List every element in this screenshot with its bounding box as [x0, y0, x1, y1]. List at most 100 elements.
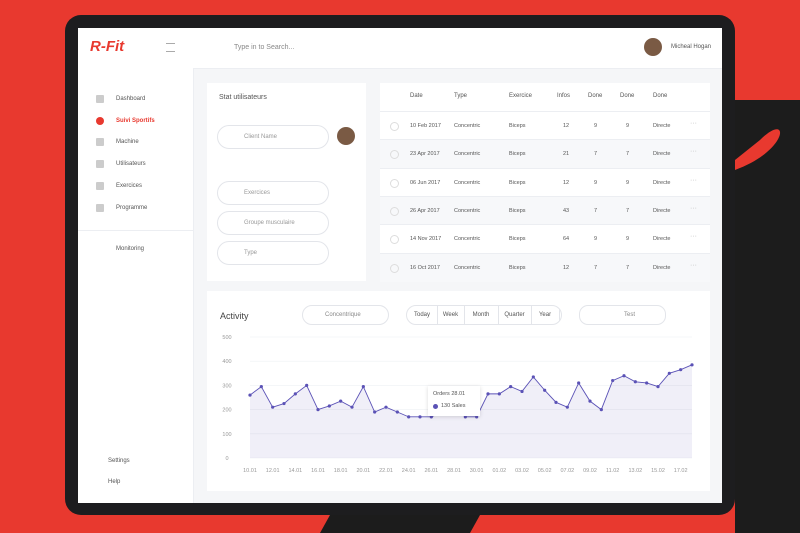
checkbox[interactable] [390, 122, 399, 131]
y-tick-label: 0 [225, 456, 228, 462]
column-header[interactable]: Infos [557, 93, 571, 99]
header [78, 28, 722, 69]
search-input[interactable]: Type in to Search... [234, 44, 295, 51]
client-avatar [337, 127, 355, 145]
table-cell: Concentric [454, 207, 481, 214]
checkbox[interactable] [390, 150, 399, 160]
nav-item[interactable]: Suivi Sportifs [116, 117, 155, 124]
stats-panel: Stat utilisateurs Client Name Exercices G… [207, 83, 366, 281]
point [633, 380, 637, 384]
nav-icon [96, 95, 104, 103]
nav-item[interactable]: Monitoring [116, 246, 145, 252]
table-cell: 64 [563, 236, 570, 243]
table-cell: 9 [626, 179, 630, 186]
user-name[interactable]: Micheal Hogan [671, 44, 712, 50]
table-cell: 26 Apr 2017 [410, 207, 440, 214]
table-row: 26 Apr 2017 Concentric Biceps 43 7 7 Directe ··… [380, 195, 710, 225]
row-menu[interactable]: ··· [690, 233, 697, 241]
table-row: 06 Jun 2017 Concentric Biceps 12 9 9 Directe ··… [380, 167, 710, 197]
table-cell: Biceps [509, 179, 526, 186]
point [271, 405, 275, 409]
column-header[interactable]: Done [653, 93, 668, 99]
y-tick-label: 200 [222, 408, 231, 414]
checkbox[interactable] [390, 263, 399, 273]
table-cell: Directe [653, 151, 671, 158]
dropdown[interactable]: Type [217, 241, 329, 265]
column-header[interactable]: Date [410, 93, 423, 99]
row-menu[interactable]: ··· [690, 176, 697, 184]
point [543, 388, 547, 392]
table-panel: Date Type Exercice Infos Done Done Done 10 Feb … [380, 83, 710, 282]
point [565, 405, 569, 409]
table-cell: 12 [563, 264, 570, 271]
row-menu[interactable]: ··· [690, 204, 697, 212]
point [645, 381, 649, 385]
dropdown-label: Exercices [244, 190, 271, 196]
x-tick-label: 17.02 [674, 468, 688, 474]
point [316, 408, 320, 412]
checkbox[interactable] [390, 235, 399, 245]
nav-icon [96, 160, 104, 169]
table-cell: Biceps [509, 264, 526, 271]
nav-item[interactable]: Machine [116, 139, 139, 146]
column-header[interactable]: Done [588, 93, 603, 99]
x-tick-label: 09.02 [583, 468, 597, 474]
x-tick-label: 26.01 [424, 468, 438, 474]
menu-icon[interactable] [166, 43, 175, 52]
table-cell: Biceps [509, 207, 526, 214]
point [407, 415, 411, 419]
nav-item[interactable]: Utilisateurs [116, 161, 146, 168]
table-cell: 9 [594, 123, 598, 129]
screen: R-Fit Type in to Search... Micheal Hogan… [78, 28, 722, 503]
y-tick-label: 300 [222, 383, 231, 389]
column-header[interactable]: Type [454, 93, 468, 99]
checkbox[interactable] [390, 206, 399, 216]
row-menu[interactable]: ··· [690, 261, 697, 269]
row-menu[interactable]: ··· [690, 148, 697, 156]
x-tick-label: 10.01 [243, 468, 257, 474]
row-menu[interactable]: ··· [690, 120, 697, 127]
column-header[interactable]: Exercice [509, 93, 533, 99]
tooltip-dot [433, 404, 438, 409]
table-cell: Biceps [509, 151, 526, 158]
column-header[interactable]: Done [620, 93, 635, 99]
period-tab[interactable]: Quarter [498, 306, 532, 324]
dropdown[interactable]: Client Name [217, 125, 329, 149]
table-cell: 9 [626, 123, 630, 129]
checkbox[interactable] [390, 178, 399, 188]
panel-title: Activity [220, 311, 249, 321]
table-cell: Directe [653, 123, 671, 129]
avatar[interactable] [644, 38, 662, 56]
nav-item[interactable]: Exercices [116, 182, 143, 189]
y-tick-label: 500 [222, 335, 231, 341]
tooltip-value: 130 Sales [441, 403, 466, 409]
point [520, 389, 524, 394]
nav-item[interactable]: Dashboard [116, 96, 146, 102]
point [327, 404, 331, 408]
dropdown[interactable]: Exercices [217, 181, 329, 205]
nav-item[interactable]: Settings [108, 458, 130, 464]
table-cell: 12 [563, 179, 570, 186]
table-row: 10 Feb 2017 Concentric Biceps 12 9 9 Directe ··… [380, 111, 710, 140]
tooltip-title: Orders 28.01 [433, 391, 466, 397]
dropdown[interactable]: Concentrique [302, 305, 389, 325]
point [248, 393, 252, 397]
table-cell: Concentric [454, 236, 481, 243]
period-tab[interactable]: Year [531, 306, 560, 324]
period-tab[interactable]: Today [407, 306, 438, 324]
dropdown-label: Groupe musculaire [244, 220, 295, 226]
point [667, 371, 671, 375]
nav-item[interactable]: Programme [116, 204, 148, 211]
table-cell: 16 Oct 2017 [410, 264, 440, 271]
table-cell: Concentric [454, 179, 481, 186]
x-tick-label: 16.01 [311, 468, 325, 474]
date-input[interactable]: Test [579, 305, 666, 325]
nav-icon [96, 116, 104, 125]
table-cell: Directe [653, 236, 671, 243]
period-tab[interactable]: Month [464, 306, 499, 324]
nav-item[interactable]: Help [108, 479, 121, 485]
dropdown[interactable]: Groupe musculaire [217, 211, 329, 235]
period-tab[interactable]: Week [437, 306, 465, 324]
table-cell: 7 [626, 151, 630, 158]
